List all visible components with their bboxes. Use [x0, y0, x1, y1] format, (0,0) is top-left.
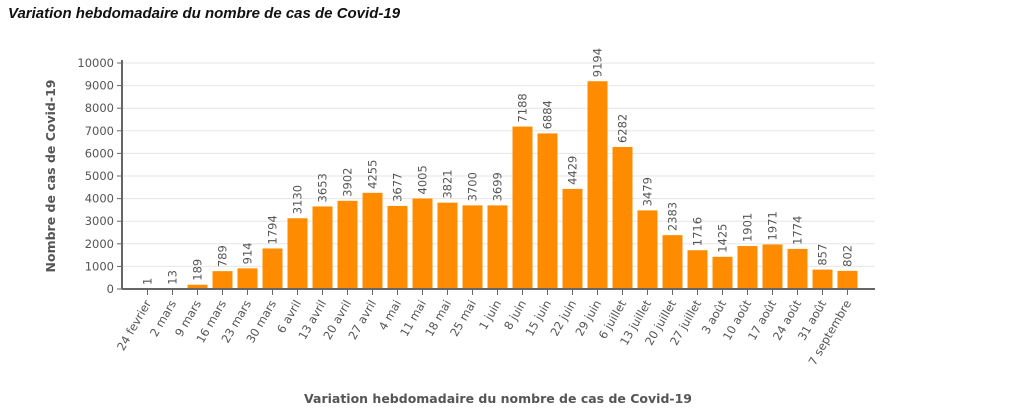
bar-value-label: 3902 [341, 168, 355, 197]
bar [612, 147, 633, 289]
bar-value-label: 4429 [566, 156, 580, 185]
y-tick-label: 3000 [85, 214, 114, 228]
bar [412, 198, 433, 289]
bar [837, 270, 858, 289]
bar [587, 81, 608, 289]
bar [187, 284, 208, 289]
y-axis-title: Nombre de cas de Covid-19 [43, 80, 58, 273]
x-axis-title: Variation hebdomadaire du nombre de cas … [304, 391, 692, 406]
y-tick-label: 9000 [85, 79, 114, 93]
bar-value-label: 1901 [741, 213, 755, 242]
bar-value-label: 7188 [516, 93, 530, 122]
bar [762, 244, 783, 289]
bar-value-label: 1425 [716, 224, 730, 253]
bar [262, 248, 283, 289]
bar [312, 206, 333, 289]
bar-value-label: 3130 [291, 185, 305, 214]
y-tick-label: 7000 [85, 124, 114, 138]
bar-value-label: 1794 [266, 215, 280, 244]
y-tick-label: 10000 [77, 56, 114, 70]
bar-value-label: 189 [191, 259, 205, 281]
bar [337, 200, 358, 289]
bar-value-label: 1971 [766, 211, 780, 240]
bar [462, 205, 483, 289]
bar-value-label: 3700 [466, 172, 480, 201]
y-tick-label: 1000 [85, 259, 114, 273]
bar [287, 218, 308, 289]
y-tick-label: 5000 [85, 169, 114, 183]
bar-value-label: 1774 [791, 216, 805, 245]
bar-value-label: 1 [141, 278, 155, 285]
x-tick-label: 1 juin [476, 298, 504, 333]
page-title: Variation hebdomadaire du nombre de cas … [8, 5, 401, 22]
bar [562, 188, 583, 289]
bar [712, 256, 733, 289]
bar-value-label: 3821 [441, 169, 455, 198]
bar [437, 202, 458, 289]
bar [812, 269, 833, 289]
bar [687, 250, 708, 289]
bar-value-label: 857 [816, 244, 830, 266]
bar-value-label: 3479 [641, 177, 655, 206]
y-tick-label: 8000 [85, 101, 114, 115]
bar-value-label: 914 [241, 242, 255, 264]
bar-value-label: 6282 [616, 114, 630, 143]
bar-value-label: 4005 [416, 165, 430, 194]
bar [487, 205, 508, 289]
bar [362, 192, 383, 289]
bar [212, 271, 233, 289]
bar [787, 248, 808, 289]
bar [237, 268, 258, 289]
bar [737, 246, 758, 289]
y-tick-label: 4000 [85, 192, 114, 206]
bar-value-label: 1716 [691, 217, 705, 246]
y-tick-label: 6000 [85, 146, 114, 160]
bar [387, 205, 408, 289]
bar [537, 133, 558, 289]
y-tick-label: 0 [107, 282, 114, 296]
y-tick-label: 2000 [85, 237, 114, 251]
bar-value-label: 13 [166, 270, 180, 285]
bar-value-label: 3677 [391, 173, 405, 202]
bar-value-label: 3699 [491, 172, 505, 201]
bar-value-label: 6884 [541, 100, 555, 129]
bar [512, 126, 533, 289]
bar-value-label: 802 [841, 245, 855, 267]
bar-value-label: 789 [216, 245, 230, 267]
bar [637, 210, 658, 289]
bar [662, 235, 683, 289]
bar-value-label: 2383 [666, 202, 680, 231]
bar-value-label: 9194 [591, 48, 605, 77]
bar-value-label: 3653 [316, 173, 330, 202]
bar-value-label: 4255 [366, 160, 380, 189]
x-tick-label: 24 fevrier [114, 297, 154, 353]
